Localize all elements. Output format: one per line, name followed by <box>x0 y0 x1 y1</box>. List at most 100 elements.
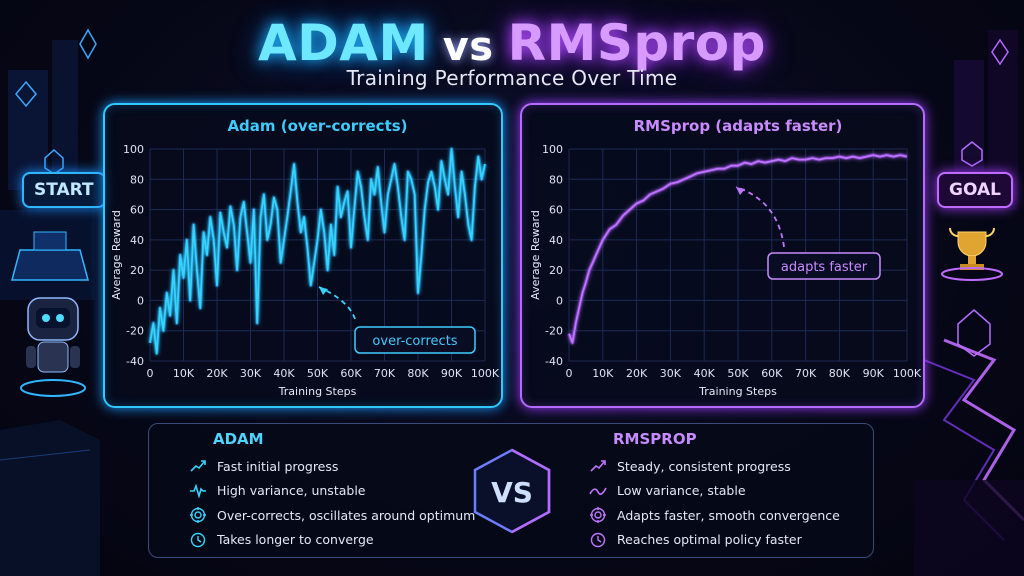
y-tick-label: 80 <box>549 173 563 186</box>
annotation-label: adapts faster <box>781 260 868 275</box>
y-tick-label: 100 <box>123 143 144 156</box>
chart-title: RMSprop (adapts faster) <box>634 117 843 135</box>
y-tick-label: 80 <box>130 173 144 186</box>
x-axis-label: Training Steps <box>278 385 357 398</box>
x-axis-label: Training Steps <box>698 385 777 398</box>
x-tick-label: 10K <box>592 367 614 380</box>
y-axis-label: Average Reward <box>110 210 123 300</box>
x-tick-label: 10K <box>173 367 195 380</box>
trend-up-icon <box>187 457 209 475</box>
x-tick-label: 60K <box>340 367 362 380</box>
list-item: Adapts faster, smooth convergence <box>587 503 840 528</box>
rmsprop-column: RMSPROP Steady, consistent progress Low … <box>587 430 840 552</box>
y-tick-label: 20 <box>549 264 563 277</box>
y-tick-label: -20 <box>545 325 563 338</box>
adam-item-text: Over-corrects, oscillates around optimum <box>217 507 476 523</box>
rmsprop-item-text: Reaches optimal policy faster <box>617 532 802 548</box>
goal-badge: GOAL <box>937 172 1013 208</box>
title-vs: vs <box>442 24 494 70</box>
x-tick-label: 50K <box>727 367 749 380</box>
y-tick-label: -40 <box>545 355 563 368</box>
title-rmsprop: RMSprop <box>507 14 766 72</box>
y-tick-label: -40 <box>126 355 144 368</box>
x-tick-label: 90K <box>441 367 463 380</box>
x-tick-label: 0 <box>566 367 573 380</box>
x-tick-label: 100K <box>471 367 500 380</box>
rmsprop-item-text: Adapts faster, smooth convergence <box>617 507 840 523</box>
clock-icon <box>587 531 609 549</box>
x-tick-label: 70K <box>374 367 396 380</box>
page-subtitle: Training Performance Over Time <box>346 66 678 90</box>
annotation-box <box>354 326 476 354</box>
x-tick-label: 70K <box>795 367 817 380</box>
robot-icon <box>20 297 86 397</box>
wave-icon <box>587 482 609 500</box>
adam-column: ADAM Fast initial progress High variance… <box>187 430 475 552</box>
list-item: Over-corrects, oscillates around optimum <box>187 503 475 528</box>
x-tick-label: 40K <box>694 367 716 380</box>
vs-label: VS <box>491 476 533 509</box>
y-tick-label: 100 <box>542 143 563 156</box>
x-tick-label: 80K <box>829 367 851 380</box>
annotation-arrow <box>735 186 785 248</box>
rmsprop-item-text: Low variance, stable <box>617 483 746 499</box>
adam-chart-panel: Adam (over-corrects) -40 -20 0 20 40 60 80 100 0 1… <box>103 103 503 408</box>
list-item: Reaches optimal policy faster <box>587 528 840 553</box>
adam-chart: Adam (over-corrects) -40 -20 0 20 40 60 80 100 0 1… <box>110 117 500 398</box>
series-line <box>149 148 486 355</box>
series-line <box>568 154 908 344</box>
x-tick-label: 0 <box>147 367 154 380</box>
list-item: Steady, consistent progress <box>587 454 840 479</box>
annotation-arrowhead <box>736 187 745 195</box>
annotation-arrowhead <box>319 287 328 295</box>
x-tick-label: 30K <box>660 367 682 380</box>
y-tick-label: 60 <box>130 204 144 217</box>
page-title: ADAM vs RMSprop <box>0 14 1024 72</box>
list-item: High variance, unstable <box>187 479 475 504</box>
x-tick-label: 40K <box>273 367 295 380</box>
x-tick-label: 20K <box>206 367 228 380</box>
annotation-label: over-corrects <box>372 334 457 349</box>
adam-heading: ADAM <box>213 430 264 448</box>
target-icon <box>587 506 609 524</box>
pulse-icon <box>187 482 209 500</box>
y-tick-label: 40 <box>130 234 144 247</box>
comparison-panel: ADAM Fast initial progress High variance… <box>148 423 874 558</box>
list-item: Fast initial progress <box>187 454 475 479</box>
rmsprop-heading: RMSPROP <box>613 430 697 448</box>
adam-item-text: Takes longer to converge <box>217 532 374 548</box>
chart-title: Adam (over-corrects) <box>227 117 407 135</box>
y-tick-label: 20 <box>130 264 144 277</box>
rmsprop-chart: RMSprop (adapts faster) -40 -20 0 20 40 60 80 10… <box>529 117 922 398</box>
title-adam: ADAM <box>258 14 429 72</box>
clock-icon <box>187 531 209 549</box>
target-icon <box>187 506 209 524</box>
start-badge: START <box>22 172 106 208</box>
x-tick-label: 100K <box>893 367 922 380</box>
y-tick-label: 60 <box>549 204 563 217</box>
x-tick-label: 90K <box>863 367 885 380</box>
x-tick-label: 50K <box>307 367 329 380</box>
y-tick-label: 40 <box>549 234 563 247</box>
x-tick-label: 30K <box>240 367 262 380</box>
annotation-arrow <box>318 286 356 320</box>
x-tick-label: 80K <box>407 367 429 380</box>
y-axis-label: Average Reward <box>529 210 542 300</box>
vs-hexagon: VS <box>473 448 551 534</box>
y-tick-label: 0 <box>556 294 563 307</box>
trophy-icon <box>941 227 1003 281</box>
trend-up-icon <box>587 457 609 475</box>
adam-item-text: Fast initial progress <box>217 458 339 474</box>
y-tick-label: -20 <box>126 325 144 338</box>
list-item: Low variance, stable <box>587 479 840 504</box>
left-decoration <box>0 28 100 576</box>
adam-item-text: High variance, unstable <box>217 483 366 499</box>
rmsprop-item-text: Steady, consistent progress <box>617 458 791 474</box>
list-item: Takes longer to converge <box>187 528 475 553</box>
x-tick-label: 20K <box>626 367 648 380</box>
y-tick-label: 0 <box>137 294 144 307</box>
x-tick-label: 60K <box>761 367 783 380</box>
annotation-box <box>767 252 881 280</box>
rmsprop-chart-panel: RMSprop (adapts faster) -40 -20 0 20 40 60 80 10… <box>520 103 925 408</box>
